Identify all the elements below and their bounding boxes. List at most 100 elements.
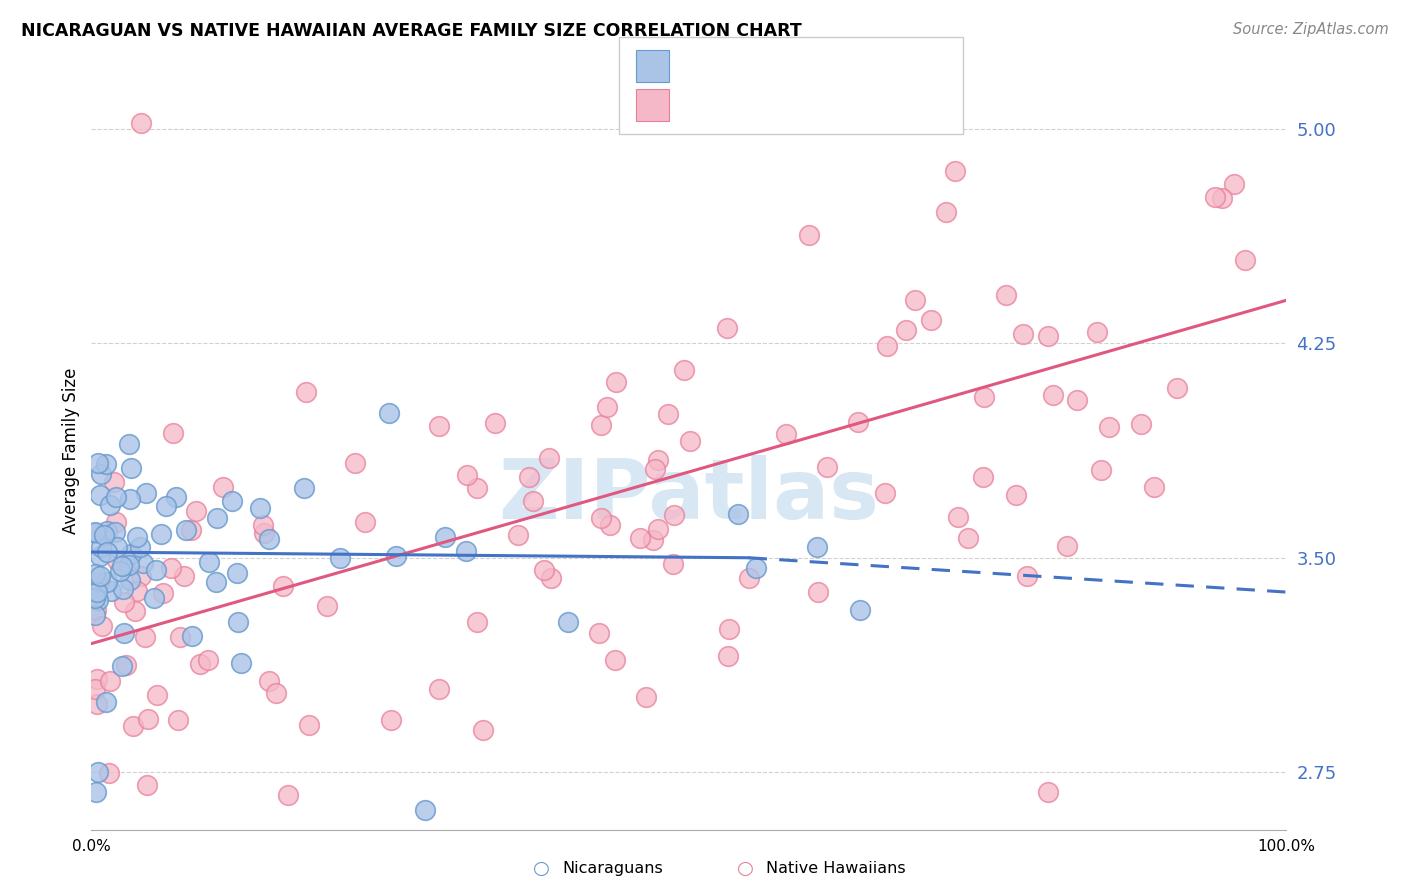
Point: [973, 390, 995, 404]
Point: [664, 508, 686, 523]
Point: [472, 723, 495, 738]
Point: [118, 573, 141, 587]
Point: [129, 569, 152, 583]
Point: [89, 569, 111, 583]
Point: [1098, 420, 1121, 434]
Point: [174, 523, 197, 537]
Text: NICARAGUAN VS NATIVE HAWAIIAN AVERAGE FAMILY SIZE CORRELATION CHART: NICARAGUAN VS NATIVE HAWAIIAN AVERAGE FA…: [21, 22, 801, 40]
Point: [716, 321, 738, 335]
Point: [90, 467, 112, 482]
Point: [679, 434, 702, 448]
Point: [108, 564, 131, 578]
Point: [647, 522, 669, 536]
Point: [1234, 253, 1257, 268]
Point: [1056, 539, 1078, 553]
Point: [920, 313, 942, 327]
Point: [86, 585, 108, 599]
Point: [120, 460, 142, 475]
Point: [111, 558, 134, 573]
Point: [744, 561, 766, 575]
Point: [105, 540, 128, 554]
Point: [135, 778, 157, 792]
Point: [1042, 388, 1064, 402]
Point: [226, 615, 249, 629]
Point: [533, 563, 555, 577]
Point: [257, 673, 280, 688]
Point: [90, 540, 112, 554]
Point: [110, 659, 132, 673]
Point: [591, 417, 613, 432]
Point: [1004, 488, 1026, 502]
Point: [96, 545, 118, 559]
Point: [1036, 329, 1059, 343]
Point: [434, 530, 457, 544]
Point: [129, 116, 152, 130]
Point: [121, 719, 143, 733]
Text: N =: N =: [803, 96, 855, 114]
Point: [118, 491, 141, 506]
Point: [904, 293, 927, 308]
Point: [104, 515, 127, 529]
Point: [96, 524, 118, 539]
Point: [197, 653, 219, 667]
Point: [384, 549, 406, 564]
Point: [114, 626, 136, 640]
Point: [118, 558, 141, 572]
Point: [128, 540, 150, 554]
Point: [807, 584, 830, 599]
Point: [84, 524, 107, 539]
Point: [1090, 463, 1112, 477]
Point: [588, 626, 610, 640]
Point: [120, 547, 142, 561]
Point: [100, 498, 122, 512]
Point: [596, 400, 619, 414]
Point: [427, 682, 450, 697]
Point: [1011, 327, 1033, 342]
Text: Source: ZipAtlas.com: Source: ZipAtlas.com: [1233, 22, 1389, 37]
Point: [159, 560, 181, 574]
Point: [89, 488, 111, 502]
Point: [815, 459, 838, 474]
Point: [717, 648, 740, 663]
Point: [97, 765, 120, 780]
Point: [124, 604, 146, 618]
Point: [413, 803, 436, 817]
Point: [799, 228, 821, 243]
Point: [264, 686, 287, 700]
Point: [98, 673, 121, 688]
Point: [591, 511, 613, 525]
Point: [465, 481, 488, 495]
Point: [96, 575, 118, 590]
Point: [456, 467, 478, 482]
Point: [104, 490, 127, 504]
Point: [84, 682, 107, 697]
Point: [94, 457, 117, 471]
Point: [875, 486, 897, 500]
Point: [1015, 569, 1038, 583]
Point: [456, 544, 478, 558]
Point: [298, 718, 321, 732]
Point: [380, 714, 402, 728]
Point: [1211, 191, 1233, 205]
Text: N =: N =: [803, 57, 855, 75]
Point: [212, 480, 235, 494]
Point: [538, 451, 561, 466]
Point: [162, 426, 184, 441]
Y-axis label: Average Family Size: Average Family Size: [62, 368, 80, 533]
Point: [257, 532, 280, 546]
Point: [84, 602, 107, 616]
Point: [995, 288, 1018, 302]
Point: [718, 623, 741, 637]
Text: ZIPatlas: ZIPatlas: [499, 456, 879, 536]
Point: [87, 593, 110, 607]
Point: [103, 475, 125, 489]
Point: [1204, 190, 1226, 204]
Point: [111, 582, 134, 597]
Point: [89, 574, 111, 589]
Point: [125, 584, 148, 599]
Point: [86, 672, 108, 686]
Point: [506, 528, 529, 542]
Point: [628, 531, 651, 545]
Point: [603, 653, 626, 667]
Point: [329, 551, 352, 566]
